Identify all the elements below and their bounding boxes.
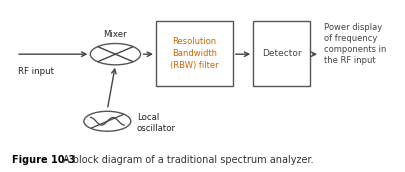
Text: Mixer: Mixer bbox=[104, 30, 127, 39]
Text: RF input: RF input bbox=[18, 67, 54, 76]
Text: Power display
of frequency
components in
the RF input: Power display of frequency components in… bbox=[324, 23, 386, 65]
Bar bbox=[253, 21, 310, 86]
Text: Figure 10-3: Figure 10-3 bbox=[12, 155, 75, 165]
Bar bbox=[156, 21, 233, 86]
Text: Local
oscillator: Local oscillator bbox=[137, 113, 176, 133]
Text: Detector: Detector bbox=[262, 49, 301, 58]
Text: A block diagram of a traditional spectrum analyzer.: A block diagram of a traditional spectru… bbox=[63, 155, 313, 165]
Text: Resolution
Bandwidth
(RBW) filter: Resolution Bandwidth (RBW) filter bbox=[170, 37, 219, 70]
